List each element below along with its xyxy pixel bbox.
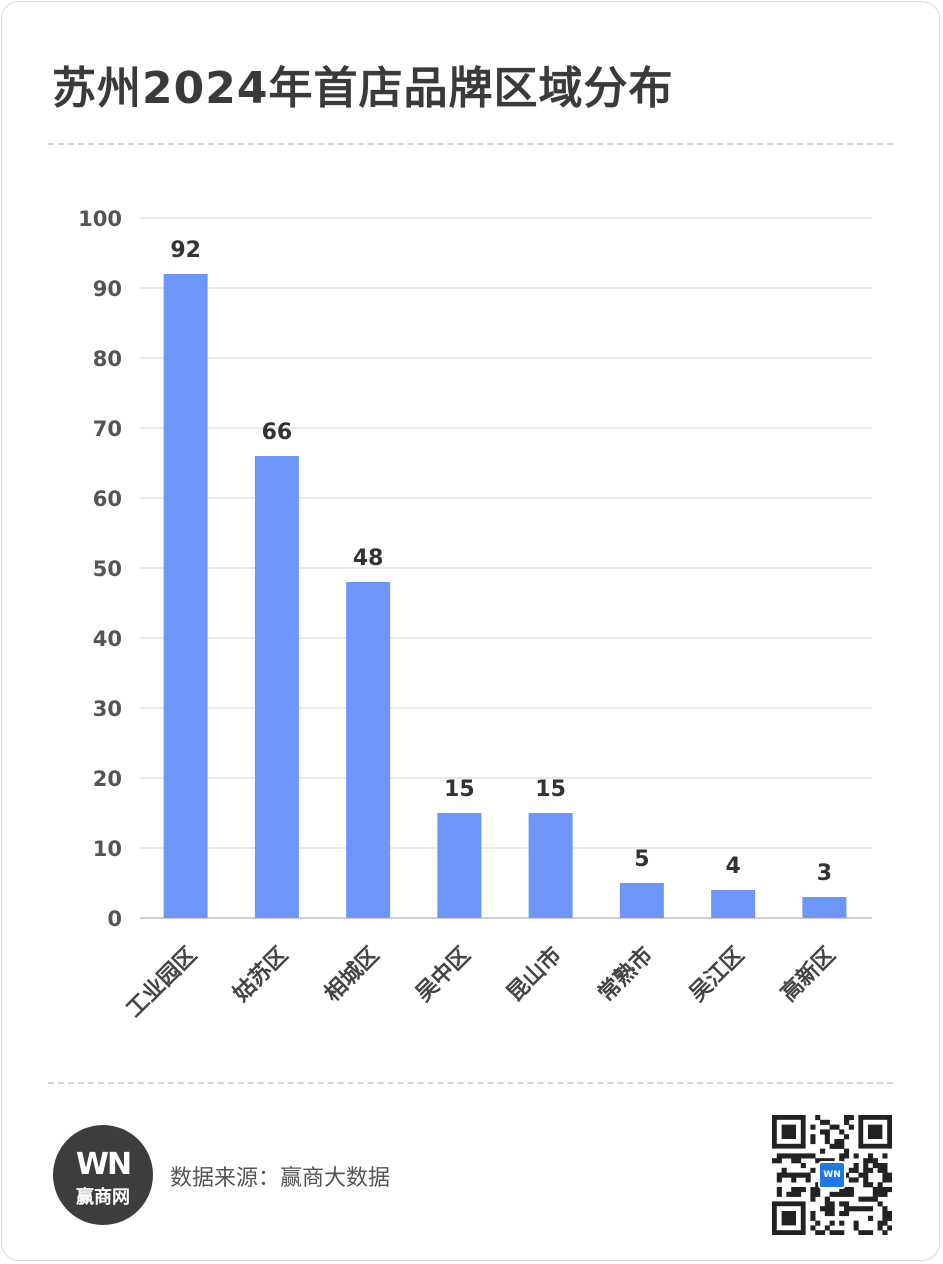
y-tick-label: 0 — [107, 907, 122, 931]
data-label: 3 — [817, 861, 832, 886]
page-title: 苏州2024年首店品牌区域分布 — [52, 63, 674, 114]
category-label: 吴中区 — [411, 943, 475, 1007]
grid-lines — [140, 217, 872, 919]
bar-1 — [163, 274, 208, 918]
bottom-divider — [48, 1082, 893, 1084]
y-tick-label: 30 — [93, 697, 122, 721]
category-label: 常熟市 — [593, 942, 658, 1007]
data-label: 66 — [262, 420, 293, 445]
y-tick-label: 100 — [78, 207, 122, 231]
qr-center-logo: WN — [818, 1161, 846, 1189]
bar-4 — [437, 813, 482, 918]
bar-6 — [619, 883, 664, 918]
qr-code-icon: WN — [772, 1115, 893, 1236]
bar-7 — [711, 890, 756, 918]
y-tick-label: 50 — [93, 557, 122, 581]
category-label: 吴江区 — [685, 943, 749, 1007]
bar-3 — [346, 582, 391, 918]
data-label: 15 — [535, 777, 566, 802]
bar-5 — [528, 813, 573, 918]
logo-text: 赢商网 — [76, 1187, 130, 1208]
data-label: 5 — [634, 847, 649, 872]
bar-8 — [802, 897, 847, 918]
category-label: 姑苏区 — [228, 942, 293, 1007]
data-label: 48 — [353, 546, 384, 571]
y-tick-labels: 0 10 20 30 40 50 60 70 80 90 100 — [78, 207, 122, 931]
bars — [163, 274, 847, 918]
data-labels: 92 66 48 15 15 5 4 3 — [170, 238, 832, 886]
y-tick-label: 80 — [93, 347, 122, 371]
y-tick-label: 10 — [93, 837, 122, 861]
category-label: 工业园区 — [122, 943, 202, 1023]
data-source: 数据来源：赢商大数据 — [170, 1166, 391, 1191]
y-tick-label: 60 — [93, 487, 122, 511]
data-label: 92 — [170, 238, 201, 263]
qr-pattern — [772, 1115, 893, 1236]
category-labels: 工业园区 姑苏区 相城区 吴中区 昆山市 常熟市 吴江区 高新区 — [122, 942, 841, 1023]
brand-logo: WN 赢商网 — [53, 1125, 153, 1225]
category-label: 相城区 — [319, 942, 384, 1007]
y-tick-label: 70 — [93, 417, 122, 441]
bar-2 — [254, 456, 299, 918]
bar-chart: 0 10 20 30 40 50 60 70 80 90 100 92 66 48 15 15 5 4 3 工业园… — [78, 207, 872, 1023]
category-label: 高新区 — [776, 942, 841, 1007]
data-label: 15 — [444, 777, 475, 802]
y-tick-label: 40 — [93, 627, 122, 651]
logo-mark: WN — [75, 1147, 132, 1182]
y-tick-label: 90 — [93, 277, 122, 301]
top-divider — [48, 143, 893, 145]
y-tick-label: 20 — [93, 767, 122, 791]
data-label: 4 — [725, 854, 740, 879]
category-label: 昆山市 — [502, 942, 567, 1007]
